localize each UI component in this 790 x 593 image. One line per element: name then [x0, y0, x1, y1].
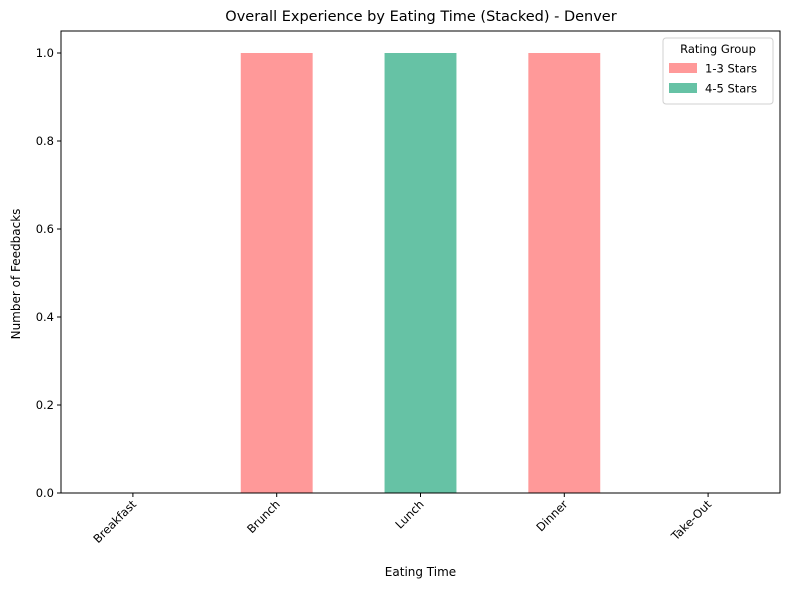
legend-swatch-1 — [669, 63, 697, 73]
legend-label-2: 4-5 Stars — [705, 82, 757, 96]
legend-label-1: 1-3 Stars — [705, 62, 757, 76]
y-tick-label: 0.0 — [36, 486, 54, 500]
chart-title: Overall Experience by Eating Time (Stack… — [225, 9, 616, 25]
y-tick-label: 0.8 — [36, 134, 54, 148]
bars — [240, 53, 601, 493]
y-tick-label: 0.2 — [36, 398, 54, 412]
x-axis: Breakfast Brunch Lunch Dinner Take-Out — [90, 493, 715, 546]
y-axis: 0.0 0.2 0.4 0.6 0.8 1.0 — [36, 46, 61, 500]
x-axis-label: Eating Time — [385, 565, 456, 579]
bar-dinner-series-1 — [528, 53, 601, 493]
plot-frame — [60, 30, 781, 494]
legend-title: Rating Group — [680, 42, 756, 56]
legend: Rating Group 1-3 Stars 4-5 Stars — [662, 37, 774, 105]
y-axis-label: Number of Feedbacks — [9, 209, 23, 340]
x-tick-label-lunch: Lunch — [392, 497, 426, 531]
bar-lunch-series-2 — [384, 53, 457, 493]
x-tick-label-breakfast: Breakfast — [90, 497, 139, 546]
y-tick-label: 0.6 — [36, 222, 54, 236]
x-tick-label-take-out: Take-Out — [668, 497, 715, 544]
y-tick-label: 0.4 — [36, 310, 54, 324]
bar-brunch-series-1 — [240, 53, 313, 493]
legend-swatch-2 — [669, 83, 697, 93]
x-tick-label-dinner: Dinner — [533, 497, 570, 534]
x-tick-label-brunch: Brunch — [244, 497, 283, 536]
y-tick-label: 1.0 — [36, 46, 54, 60]
